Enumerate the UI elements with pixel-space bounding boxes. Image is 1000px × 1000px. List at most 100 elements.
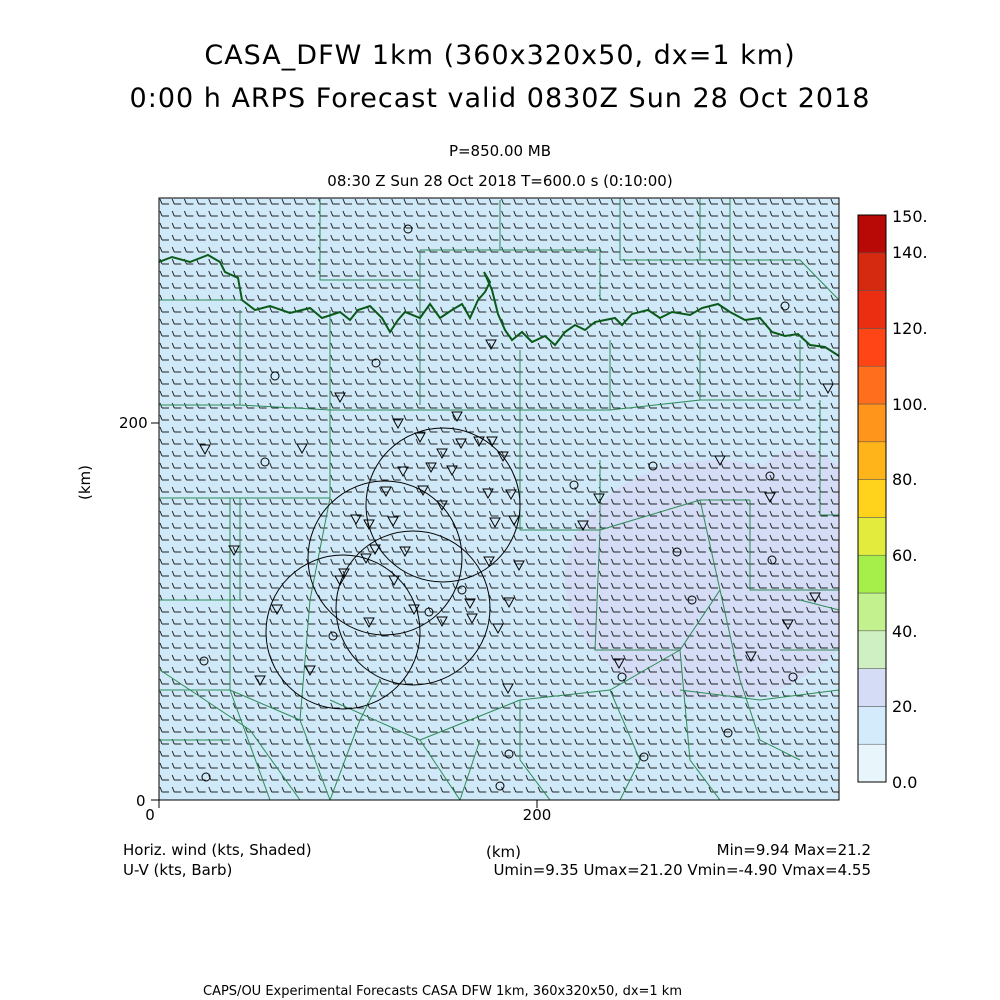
station-triangle <box>446 465 458 477</box>
footer-credit: CAPS/OU Experimental Forecasts CASA DFW … <box>203 984 683 999</box>
colorbar-label: 80. <box>892 470 917 489</box>
x-tick-label-0: 0 <box>145 806 155 824</box>
station-circle <box>270 371 280 381</box>
station-triangle <box>436 616 448 628</box>
station-triangle <box>464 598 476 610</box>
station-circle <box>648 461 658 471</box>
colorbar-swatch <box>857 252 887 291</box>
colorbar-labels: 0.0 20. 40. 60. 80. 100. 120. 140. 150. <box>892 207 928 792</box>
station-triangle <box>271 604 283 616</box>
station-triangle <box>513 560 525 572</box>
station-triangle <box>363 617 375 629</box>
y-tick-label-200: 200 <box>119 414 148 432</box>
station-triangle <box>338 568 350 580</box>
colorbar-swatch <box>857 592 887 632</box>
station-triangle <box>334 392 346 404</box>
x-axis-label: (km) <box>486 843 522 861</box>
county-line <box>594 529 680 651</box>
station-triangle <box>399 546 411 558</box>
colorbar-swatch <box>857 668 887 707</box>
county-line <box>319 198 420 281</box>
station-circle <box>723 728 733 738</box>
station-circle <box>424 607 434 617</box>
colorbar-label: 120. <box>892 319 928 338</box>
colorbar-swatch <box>857 630 887 669</box>
station-triangle <box>436 448 448 460</box>
wind-barb-path <box>159 198 839 793</box>
colorbar-swatch <box>857 403 887 443</box>
station-triangle <box>408 604 420 616</box>
station-circle <box>199 656 209 666</box>
county-line <box>299 719 331 800</box>
county-line <box>329 679 381 800</box>
radar-coverage-rings <box>265 427 521 710</box>
station-circle <box>495 781 505 791</box>
station-triangle <box>414 432 426 444</box>
radar-ring-west <box>265 554 421 710</box>
station-triangle <box>360 553 372 565</box>
station-circle <box>403 224 413 234</box>
station-triangle <box>593 493 605 505</box>
county-line <box>459 739 481 800</box>
county-line <box>679 689 839 701</box>
station-triangle <box>473 436 485 448</box>
station-circle <box>457 585 467 595</box>
colorbar-swatch <box>857 743 887 783</box>
station-triangle <box>436 500 448 512</box>
county-line <box>700 340 801 401</box>
colorbar-swatch <box>857 517 887 556</box>
station-triangle <box>809 592 821 604</box>
station-circle <box>639 752 649 762</box>
field-min-max: Min=9.94 Max=21.2 <box>716 841 871 859</box>
county-line <box>749 500 839 591</box>
x-tick-label-200: 200 <box>522 806 552 824</box>
station-markers <box>199 224 834 791</box>
county-line <box>519 700 551 800</box>
station-circle <box>617 672 627 682</box>
colorbar-swatch <box>857 706 887 745</box>
station-triangle <box>577 520 589 532</box>
county-line <box>799 599 839 611</box>
y-axis-label: (km) <box>76 464 94 500</box>
station-triangle <box>451 411 463 423</box>
station-triangle <box>334 575 346 587</box>
station-triangle <box>228 545 240 557</box>
station-triangle <box>482 488 494 500</box>
forecast-valid-title: 0:00 h ARPS Forecast valid 0830Z Sun 28 … <box>129 83 871 114</box>
station-triangle <box>782 619 794 631</box>
colorbar-swatch <box>857 290 887 329</box>
station-triangle <box>304 665 316 677</box>
station-triangle <box>397 466 409 478</box>
wind-shade-region-east <box>740 450 839 590</box>
station-triangle <box>350 514 362 526</box>
colorbar-swatch <box>857 214 887 254</box>
county-boundaries <box>159 198 839 800</box>
station-triangle <box>485 339 497 351</box>
pressure-level-label: P=850.00 MB <box>448 142 552 160</box>
station-triangle <box>392 418 404 430</box>
station-circle <box>767 555 777 565</box>
station-triangle <box>764 492 776 504</box>
station-triangle <box>455 438 467 450</box>
station-triangle <box>254 675 266 687</box>
station-triangle <box>483 556 495 568</box>
colorbar-swatch <box>857 328 887 367</box>
county-line <box>700 259 839 301</box>
station-triangle <box>502 683 514 695</box>
station-triangle <box>363 519 375 531</box>
station-circle <box>201 772 211 782</box>
station-triangle <box>388 575 400 587</box>
county-line <box>309 497 331 601</box>
y-tick-label-0: 0 <box>136 792 146 810</box>
valid-time-label: 08:30 Z Sun 28 Oct 2018 T=600.0 s (0:10:… <box>327 172 673 190</box>
barb-field-legend: U-V (kts, Barb) <box>123 861 233 879</box>
station-triangle <box>369 544 381 556</box>
colorbar-label: 20. <box>892 697 917 716</box>
county-line <box>229 689 271 800</box>
station-triangle <box>508 515 520 527</box>
county-line <box>819 400 839 516</box>
radar-ring-east <box>335 530 491 686</box>
plot-title: CASA_DFW 1km (360x320x50, dx=1 km) <box>204 40 796 71</box>
colorbar-swatch <box>857 365 887 405</box>
red-river-boundary <box>159 253 839 357</box>
